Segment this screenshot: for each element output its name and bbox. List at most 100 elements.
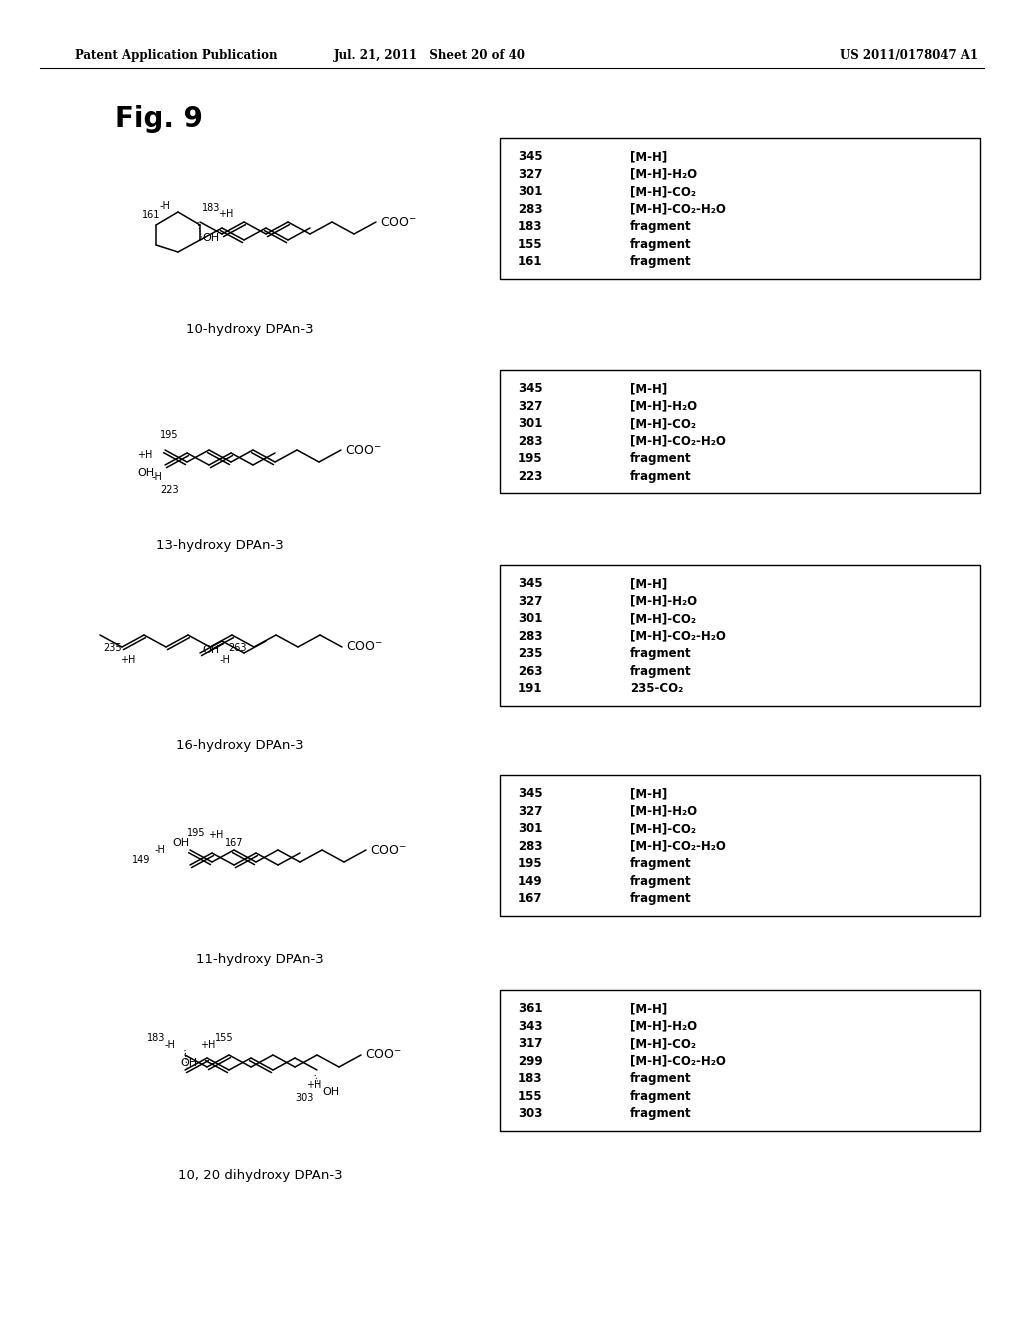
- Text: [M-H]: [M-H]: [630, 150, 668, 164]
- Text: 183: 183: [202, 203, 220, 213]
- Text: 161: 161: [518, 255, 543, 268]
- Text: 345: 345: [518, 150, 543, 164]
- Text: US 2011/0178047 A1: US 2011/0178047 A1: [840, 49, 978, 62]
- Text: 195: 195: [160, 430, 178, 440]
- Text: COO$^{-}$: COO$^{-}$: [346, 640, 383, 653]
- Text: 13-hydroxy DPAn-3: 13-hydroxy DPAn-3: [156, 539, 284, 552]
- Text: fragment: fragment: [630, 665, 691, 677]
- Text: 167: 167: [225, 838, 244, 847]
- Text: 299: 299: [518, 1055, 543, 1068]
- Text: fragment: fragment: [630, 647, 691, 660]
- Text: 10, 20 dihydroxy DPAn-3: 10, 20 dihydroxy DPAn-3: [178, 1168, 342, 1181]
- Text: fragment: fragment: [630, 255, 691, 268]
- Text: [M-H]: [M-H]: [630, 787, 668, 800]
- Text: fragment: fragment: [630, 1090, 691, 1102]
- Text: 183: 183: [518, 1072, 543, 1085]
- Text: 195: 195: [187, 828, 206, 838]
- Text: 191: 191: [518, 682, 543, 696]
- Text: 235: 235: [518, 647, 543, 660]
- Text: 149: 149: [132, 855, 151, 865]
- Bar: [500, 565, 980, 705]
- Text: fragment: fragment: [630, 857, 691, 870]
- Text: OH: OH: [172, 838, 189, 847]
- Text: -H: -H: [152, 473, 163, 482]
- Text: +H: +H: [137, 450, 153, 459]
- Text: +H: +H: [120, 655, 135, 665]
- Text: +H: +H: [306, 1080, 322, 1090]
- Text: [M-H]-CO₂-H₂O: [M-H]-CO₂-H₂O: [630, 840, 726, 853]
- Bar: [500, 775, 980, 916]
- Text: 345: 345: [518, 383, 543, 395]
- Text: OH: OH: [202, 234, 219, 243]
- Text: fragment: fragment: [630, 238, 691, 251]
- Text: COO$^{-}$: COO$^{-}$: [345, 444, 382, 457]
- Text: fragment: fragment: [630, 892, 691, 906]
- Text: 301: 301: [518, 822, 543, 836]
- Text: [M-H]-H₂O: [M-H]-H₂O: [630, 168, 697, 181]
- Text: 149: 149: [518, 875, 543, 888]
- Text: 327: 327: [518, 805, 543, 818]
- Text: [M-H]: [M-H]: [630, 383, 668, 395]
- Text: 195: 195: [518, 857, 543, 870]
- Text: fragment: fragment: [630, 1107, 691, 1121]
- Text: 167: 167: [518, 892, 543, 906]
- Text: +H: +H: [208, 830, 223, 840]
- Text: [M-H]-CO₂-H₂O: [M-H]-CO₂-H₂O: [630, 630, 726, 643]
- Text: OH: OH: [137, 469, 155, 478]
- Text: 283: 283: [518, 630, 543, 643]
- Text: 303: 303: [518, 1107, 543, 1121]
- Text: OH: OH: [322, 1086, 339, 1097]
- Bar: [500, 139, 980, 279]
- Text: COO$^{-}$: COO$^{-}$: [380, 215, 417, 228]
- Text: [M-H]-CO₂: [M-H]-CO₂: [630, 612, 696, 626]
- Text: 283: 283: [518, 840, 543, 853]
- Text: 327: 327: [518, 595, 543, 607]
- Bar: [500, 990, 980, 1130]
- Text: 361: 361: [518, 1002, 543, 1015]
- Text: 183: 183: [147, 1034, 165, 1043]
- Text: 11-hydroxy DPAn-3: 11-hydroxy DPAn-3: [197, 953, 324, 966]
- Text: fragment: fragment: [630, 453, 691, 465]
- Text: 301: 301: [518, 417, 543, 430]
- Text: 235-CO₂: 235-CO₂: [630, 682, 683, 696]
- Text: [M-H]-H₂O: [M-H]-H₂O: [630, 805, 697, 818]
- Text: [M-H]-CO₂: [M-H]-CO₂: [630, 1038, 696, 1051]
- Text: [M-H]-H₂O: [M-H]-H₂O: [630, 400, 697, 413]
- Text: fragment: fragment: [630, 470, 691, 483]
- Text: 343: 343: [518, 1020, 543, 1032]
- Text: +H: +H: [200, 1040, 215, 1049]
- Text: 301: 301: [518, 612, 543, 626]
- Text: OH: OH: [202, 645, 219, 655]
- Text: 301: 301: [518, 185, 543, 198]
- Text: Jul. 21, 2011   Sheet 20 of 40: Jul. 21, 2011 Sheet 20 of 40: [334, 49, 526, 62]
- Text: -H: -H: [160, 201, 171, 211]
- Text: -H: -H: [155, 845, 166, 855]
- Text: Fig. 9: Fig. 9: [115, 106, 203, 133]
- Text: fragment: fragment: [630, 220, 691, 234]
- Text: [M-H]-CO₂-H₂O: [M-H]-CO₂-H₂O: [630, 203, 726, 215]
- Text: 317: 317: [518, 1038, 543, 1051]
- Text: 155: 155: [518, 1090, 543, 1102]
- Text: 10-hydroxy DPAn-3: 10-hydroxy DPAn-3: [186, 323, 313, 337]
- Text: [M-H]: [M-H]: [630, 577, 668, 590]
- Text: 183: 183: [518, 220, 543, 234]
- Text: [M-H]-CO₂-H₂O: [M-H]-CO₂-H₂O: [630, 1055, 726, 1068]
- Text: 161: 161: [142, 210, 161, 220]
- Text: COO$^{-}$: COO$^{-}$: [365, 1048, 401, 1061]
- Text: 195: 195: [518, 453, 543, 465]
- Text: [M-H]-CO₂: [M-H]-CO₂: [630, 185, 696, 198]
- Text: OH: OH: [180, 1059, 198, 1068]
- Text: 345: 345: [518, 577, 543, 590]
- Text: [M-H]-H₂O: [M-H]-H₂O: [630, 595, 697, 607]
- Text: 263: 263: [518, 665, 543, 677]
- Text: fragment: fragment: [630, 1072, 691, 1085]
- Text: 155: 155: [215, 1034, 233, 1043]
- Text: [M-H]-CO₂: [M-H]-CO₂: [630, 417, 696, 430]
- Text: 263: 263: [228, 643, 247, 653]
- Text: [M-H]-H₂O: [M-H]-H₂O: [630, 1020, 697, 1032]
- Text: +H: +H: [218, 209, 233, 219]
- Text: 327: 327: [518, 400, 543, 413]
- Text: [M-H]-CO₂-H₂O: [M-H]-CO₂-H₂O: [630, 434, 726, 447]
- Text: COO$^{-}$: COO$^{-}$: [370, 843, 407, 857]
- Text: 345: 345: [518, 787, 543, 800]
